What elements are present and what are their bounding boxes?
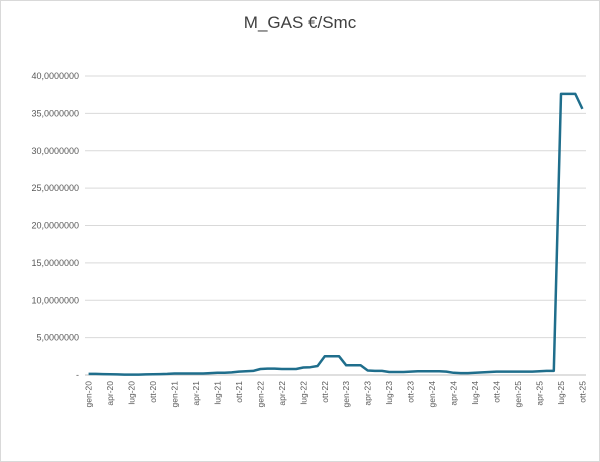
x-tick-label: lug-20 — [127, 381, 137, 405]
y-axis-tick-labels: - 5,0000000 10,0000000 15,0000000 20,0000000… — [31, 71, 79, 380]
y-tick-label: 10,0000000 — [31, 295, 79, 305]
x-tick-label: ott-22 — [320, 381, 330, 403]
x-tick-label: apr-25 — [534, 381, 544, 406]
chart-title: M_GAS €/Smc — [243, 13, 357, 32]
x-tick-label: lug-24 — [470, 381, 480, 405]
y-tick-label: 20,0000000 — [31, 221, 79, 231]
y-tick-label: 15,0000000 — [31, 258, 79, 268]
x-tick-label: apr-20 — [105, 381, 115, 406]
x-tick-label: ott-20 — [148, 381, 158, 403]
x-tick-label: apr-24 — [449, 381, 459, 406]
y-tick-label: - — [76, 370, 79, 380]
x-tick-label: gen-22 — [255, 381, 265, 408]
gridlines — [85, 75, 586, 376]
x-tick-label: ott-21 — [234, 381, 244, 403]
x-tick-label: apr-21 — [191, 381, 201, 406]
x-tick-label: gen-20 — [84, 381, 94, 408]
x-tick-label: gen-24 — [427, 381, 437, 408]
series-layer — [88, 92, 584, 376]
y-tick-label: 25,0000000 — [31, 183, 79, 193]
y-tick-label: 5,0000000 — [36, 333, 79, 343]
x-tick-label: ott-25 — [577, 381, 587, 403]
y-tick-label: 35,0000000 — [31, 108, 79, 118]
x-tick-label: lug-22 — [298, 381, 308, 405]
series-line — [88, 92, 584, 376]
x-axis-tick-labels: gen-20 apr-20 lug-20 ott-20 gen-21 apr-21 lug-… — [84, 381, 588, 408]
x-tick-label: ott-23 — [406, 381, 416, 403]
x-tick-label: gen-21 — [169, 381, 179, 408]
x-tick-label: lug-25 — [556, 381, 566, 405]
x-tick-label: gen-25 — [513, 381, 523, 408]
x-tick-label: lug-21 — [212, 381, 222, 405]
x-tick-label: lug-23 — [384, 381, 394, 405]
y-tick-label: 30,0000000 — [31, 146, 79, 156]
x-tick-label: ott-24 — [492, 381, 502, 403]
x-tick-label: gen-23 — [341, 381, 351, 408]
x-tick-label: apr-23 — [363, 381, 373, 406]
x-tick-label: apr-22 — [277, 381, 287, 406]
y-tick-label: 40,0000000 — [31, 71, 79, 81]
